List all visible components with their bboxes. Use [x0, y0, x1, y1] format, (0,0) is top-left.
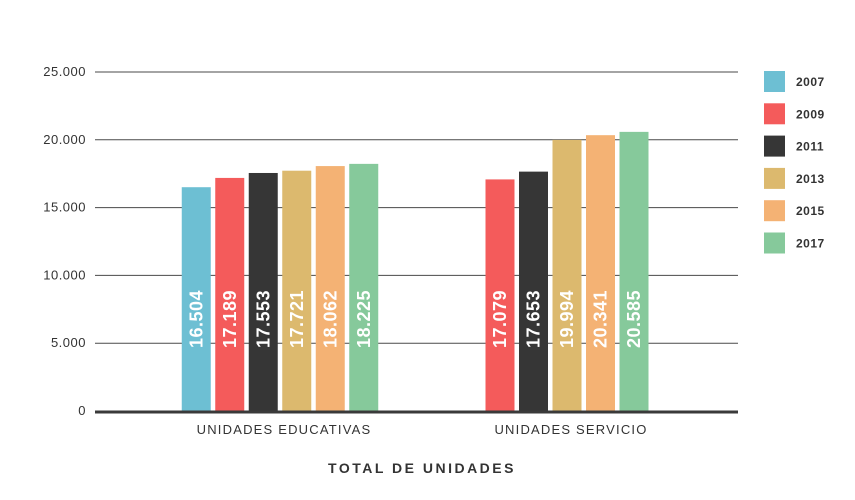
bar	[349, 163, 379, 411]
bar	[519, 171, 548, 411]
data-label: 17.721	[287, 290, 307, 348]
legend: 2007 2009 2011 2013 2015 2017	[764, 71, 825, 254]
data-label: 17.079	[490, 290, 510, 348]
bar	[282, 170, 312, 411]
legend-label: 2013	[796, 172, 825, 186]
data-label: 17.189	[220, 290, 240, 348]
legend-item: 2011	[764, 135, 824, 157]
legend-item: 2007	[764, 71, 825, 92]
y-axis: 0 5.000 10.000 15.000 20.000 25.000	[43, 64, 86, 418]
data-label: 19.994	[557, 290, 577, 348]
data-label: 18.225	[354, 290, 374, 348]
legend-swatch	[764, 232, 785, 254]
bar	[215, 177, 245, 411]
bar	[248, 172, 278, 411]
legend-item: 2015	[764, 200, 825, 222]
bar	[552, 139, 582, 412]
legend-label: 2011	[796, 140, 824, 154]
bar	[619, 131, 649, 411]
legend-item: 2009	[764, 103, 825, 125]
bar	[181, 187, 211, 411]
category-label: UNIDADES SERVICIO	[494, 422, 647, 437]
legend-label: 2007	[796, 75, 825, 89]
bars: 16.504 17.189 17.553 17.721 18.062 18.225 17.0…	[181, 131, 649, 412]
data-label: 20.585	[624, 290, 644, 348]
legend-item: 2013	[764, 167, 825, 189]
y-tick-label: 25.000	[43, 64, 86, 79]
legend-swatch	[764, 103, 785, 125]
legend-swatch	[764, 71, 785, 92]
y-tick-label: 20.000	[43, 132, 86, 147]
bar	[315, 166, 345, 411]
data-label: 17.653	[524, 290, 544, 348]
category-label: UNIDADES EDUCATIVAS	[197, 422, 372, 437]
data-label: 20.341	[591, 290, 611, 348]
x-axis-title: TOTAL DE UNIDADES	[328, 460, 516, 476]
legend-swatch	[764, 135, 785, 157]
y-tick-label: 15.000	[43, 200, 86, 215]
bar	[485, 179, 515, 411]
legend-swatch	[764, 200, 785, 222]
y-tick-label: 10.000	[43, 267, 86, 282]
legend-label: 2009	[796, 107, 825, 121]
x-axis: UNIDADES EDUCATIVAS UNIDADES SERVICIO	[95, 410, 738, 437]
data-label: 17.553	[253, 290, 273, 348]
legend-label: 2015	[796, 204, 825, 218]
data-label: 16.504	[186, 290, 206, 348]
legend-label: 2017	[796, 237, 825, 251]
legend-swatch	[764, 167, 785, 189]
y-tick-label: 5.000	[51, 335, 86, 350]
data-label: 18.062	[320, 290, 340, 348]
bar	[586, 135, 615, 412]
y-tick-label: 0	[78, 403, 86, 418]
legend-item: 2017	[764, 232, 825, 254]
